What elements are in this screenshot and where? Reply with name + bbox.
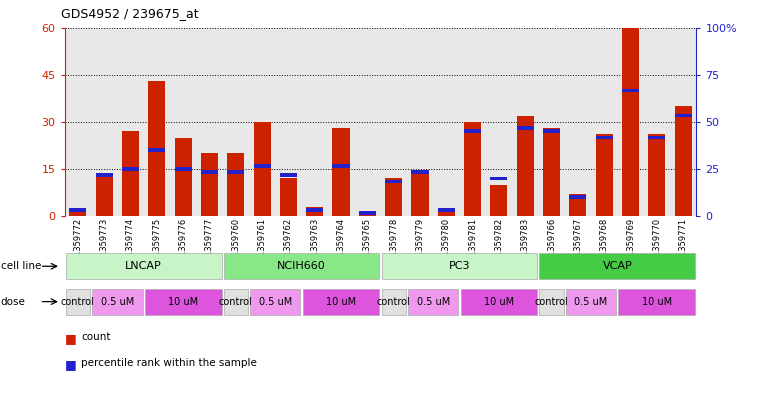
Bar	[543, 128, 560, 216]
Bar	[569, 195, 587, 199]
Bar	[145, 288, 221, 314]
Bar	[490, 185, 508, 216]
Bar	[648, 136, 665, 140]
Bar	[565, 288, 616, 314]
Bar	[65, 288, 90, 314]
Bar	[412, 170, 428, 174]
Bar	[122, 167, 139, 171]
Bar	[596, 136, 613, 140]
Text: LNCAP: LNCAP	[126, 261, 162, 271]
Bar	[648, 134, 665, 216]
Bar	[540, 288, 564, 314]
Bar	[464, 122, 481, 216]
Text: 0.5 uM: 0.5 uM	[575, 297, 608, 307]
Bar	[543, 129, 560, 133]
Bar	[540, 253, 696, 279]
Bar	[464, 129, 481, 133]
Bar	[333, 128, 349, 216]
Bar	[385, 178, 403, 216]
Bar	[253, 164, 271, 168]
Text: count: count	[81, 332, 111, 342]
Bar	[517, 126, 533, 130]
Bar	[569, 194, 587, 216]
Bar	[306, 208, 323, 212]
Bar	[381, 253, 537, 279]
Bar	[619, 288, 696, 314]
Bar	[622, 88, 639, 92]
Bar	[148, 81, 165, 216]
Bar	[201, 170, 218, 174]
Bar	[96, 175, 113, 216]
Bar	[622, 28, 639, 216]
Bar	[224, 288, 248, 314]
Bar	[122, 131, 139, 216]
Bar	[306, 207, 323, 216]
Bar	[674, 106, 692, 216]
Bar	[228, 153, 244, 216]
Bar	[438, 208, 455, 212]
Bar	[381, 288, 406, 314]
Bar	[358, 211, 376, 215]
Bar	[69, 210, 87, 216]
Bar	[303, 288, 380, 314]
Text: 10 uM: 10 uM	[484, 297, 514, 307]
Bar	[280, 173, 297, 177]
Text: 0.5 uM: 0.5 uM	[259, 297, 292, 307]
Bar	[460, 288, 537, 314]
Bar	[69, 208, 87, 212]
Text: NCIH660: NCIH660	[277, 261, 326, 271]
Bar	[96, 173, 113, 177]
Bar	[174, 138, 192, 216]
Bar	[250, 288, 301, 314]
Bar	[333, 164, 349, 168]
Bar	[253, 122, 271, 216]
Bar	[228, 170, 244, 174]
Bar	[517, 116, 533, 216]
Text: VCAP: VCAP	[603, 261, 632, 271]
Bar	[412, 172, 428, 216]
Text: 0.5 uM: 0.5 uM	[100, 297, 134, 307]
Bar	[490, 176, 508, 180]
Bar	[148, 148, 165, 152]
Bar	[385, 180, 403, 184]
Text: PC3: PC3	[449, 261, 470, 271]
Bar	[65, 253, 221, 279]
Bar	[358, 213, 376, 216]
Bar	[596, 134, 613, 216]
Bar	[280, 178, 297, 216]
Bar	[674, 114, 692, 118]
Text: ■: ■	[65, 332, 76, 345]
Bar	[92, 288, 142, 314]
Text: 10 uM: 10 uM	[642, 297, 672, 307]
Text: cell line: cell line	[1, 261, 41, 271]
Bar	[201, 153, 218, 216]
Bar	[408, 288, 458, 314]
Text: control: control	[377, 297, 410, 307]
Text: GDS4952 / 239675_at: GDS4952 / 239675_at	[61, 7, 199, 20]
Text: ■: ■	[65, 358, 76, 371]
Text: control: control	[219, 297, 253, 307]
Text: 0.5 uM: 0.5 uM	[416, 297, 450, 307]
Text: control: control	[535, 297, 568, 307]
Text: 10 uM: 10 uM	[168, 297, 198, 307]
Bar	[438, 210, 455, 216]
Text: dose: dose	[1, 297, 26, 307]
Text: 10 uM: 10 uM	[326, 297, 356, 307]
Bar	[174, 167, 192, 171]
Bar	[224, 253, 380, 279]
Text: percentile rank within the sample: percentile rank within the sample	[81, 358, 257, 367]
Text: control: control	[61, 297, 94, 307]
